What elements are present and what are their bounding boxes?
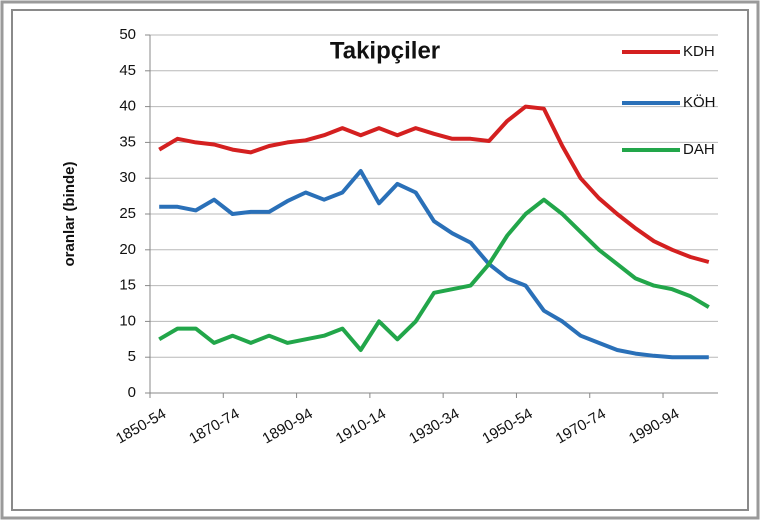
legend-label: KDH	[683, 43, 715, 60]
legend-label: KÖH	[683, 93, 716, 111]
series-line	[158, 104, 710, 264]
legend-label: DAH	[683, 141, 715, 158]
chart-frame	[11, 9, 749, 511]
y-tick-label: 20	[119, 241, 136, 258]
y-axis-label: oranlar (binde)	[61, 161, 78, 266]
y-tick-label: 5	[128, 348, 136, 365]
y-tick-label: 40	[119, 98, 136, 115]
y-tick-label: 25	[119, 205, 136, 222]
series-line	[158, 197, 710, 352]
chart-title: Takipçiler	[330, 37, 440, 64]
y-tick-label: 35	[119, 133, 136, 150]
y-tick-label: 10	[119, 312, 136, 329]
series-line	[159, 169, 709, 360]
y-tick-label: 0	[128, 384, 136, 401]
y-tick-label: 45	[119, 62, 136, 79]
y-tick-label: 30	[119, 169, 136, 186]
y-tick-label: 50	[119, 26, 136, 43]
y-tick-label: 15	[119, 277, 136, 294]
